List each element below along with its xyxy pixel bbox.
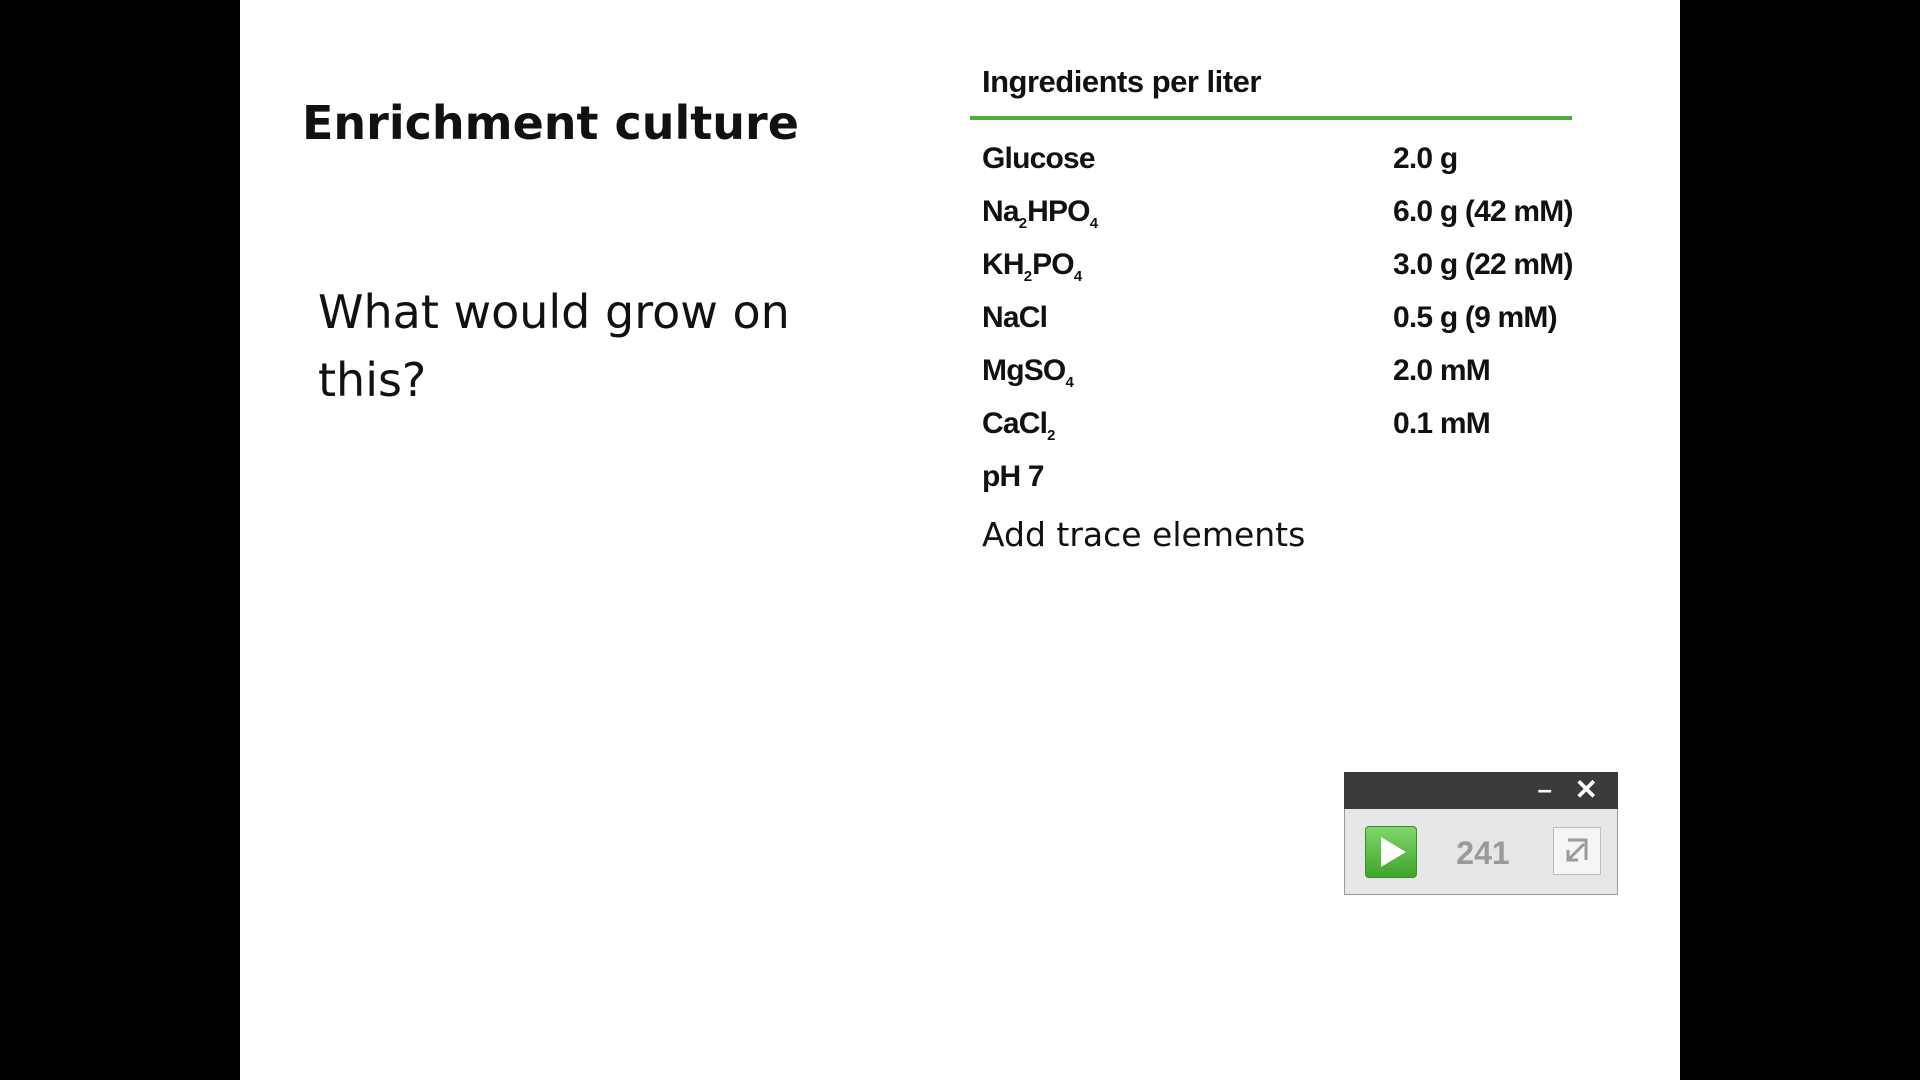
play-icon [1381, 837, 1406, 867]
trace-elements-note: Add trace elements [982, 515, 1306, 554]
ingredient-amount: 6.0 g (42 mM) [1393, 195, 1573, 228]
minimize-button[interactable]: – [1537, 774, 1552, 804]
ingredient-amount: 2.0 mM [1393, 354, 1491, 387]
table-row: Glucose 2.0 g [970, 134, 1610, 187]
ingredient-name: Na2HPO4 [982, 195, 1099, 232]
table-row: CaCl2 0.1 mM [970, 399, 1610, 452]
ingredient-amount: 2.0 g [1393, 142, 1458, 175]
widget-body: 241 [1344, 809, 1618, 895]
slide-title: Enrichment culture [302, 96, 799, 150]
slide-question: What would grow on this? [318, 285, 790, 407]
ingredient-name: MgSO4 [982, 354, 1074, 391]
ingredient-name: CaCl2 [982, 407, 1056, 444]
ingredients-table: Ingredients per liter Glucose 2.0 g Na2H… [970, 64, 1610, 554]
play-button[interactable] [1365, 826, 1417, 878]
ingredient-name: Glucose [982, 142, 1096, 175]
table-row: Na2HPO4 6.0 g (42 mM) [970, 187, 1610, 240]
ingredient-amount: 0.1 mM [1393, 407, 1491, 440]
header-rule [970, 116, 1572, 120]
slide: Enrichment culture What would grow on th… [240, 0, 1680, 1080]
ingredient-amount: 3.0 g (22 mM) [1393, 248, 1573, 281]
timer-widget: – ✕ 241 [1344, 772, 1618, 895]
table-row: pH 7 [970, 452, 1610, 505]
table-row: NaCl 0.5 g (9 mM) [970, 293, 1610, 346]
widget-titlebar[interactable]: – ✕ [1344, 772, 1618, 809]
ingredient-name: KH2PO4 [982, 248, 1083, 285]
table-header: Ingredients per liter [982, 64, 1261, 99]
ingredient-amount: 0.5 g (9 mM) [1393, 301, 1558, 334]
counter-display: 241 [1456, 835, 1510, 871]
ingredient-name: NaCl [982, 301, 1048, 334]
expand-button[interactable] [1553, 827, 1601, 875]
expand-icon [1566, 838, 1588, 862]
close-button[interactable]: ✕ [1574, 774, 1598, 805]
table-row: KH2PO4 3.0 g (22 mM) [970, 240, 1610, 293]
ingredient-name: pH 7 [982, 460, 1045, 493]
table-row: MgSO4 2.0 mM [970, 346, 1610, 399]
